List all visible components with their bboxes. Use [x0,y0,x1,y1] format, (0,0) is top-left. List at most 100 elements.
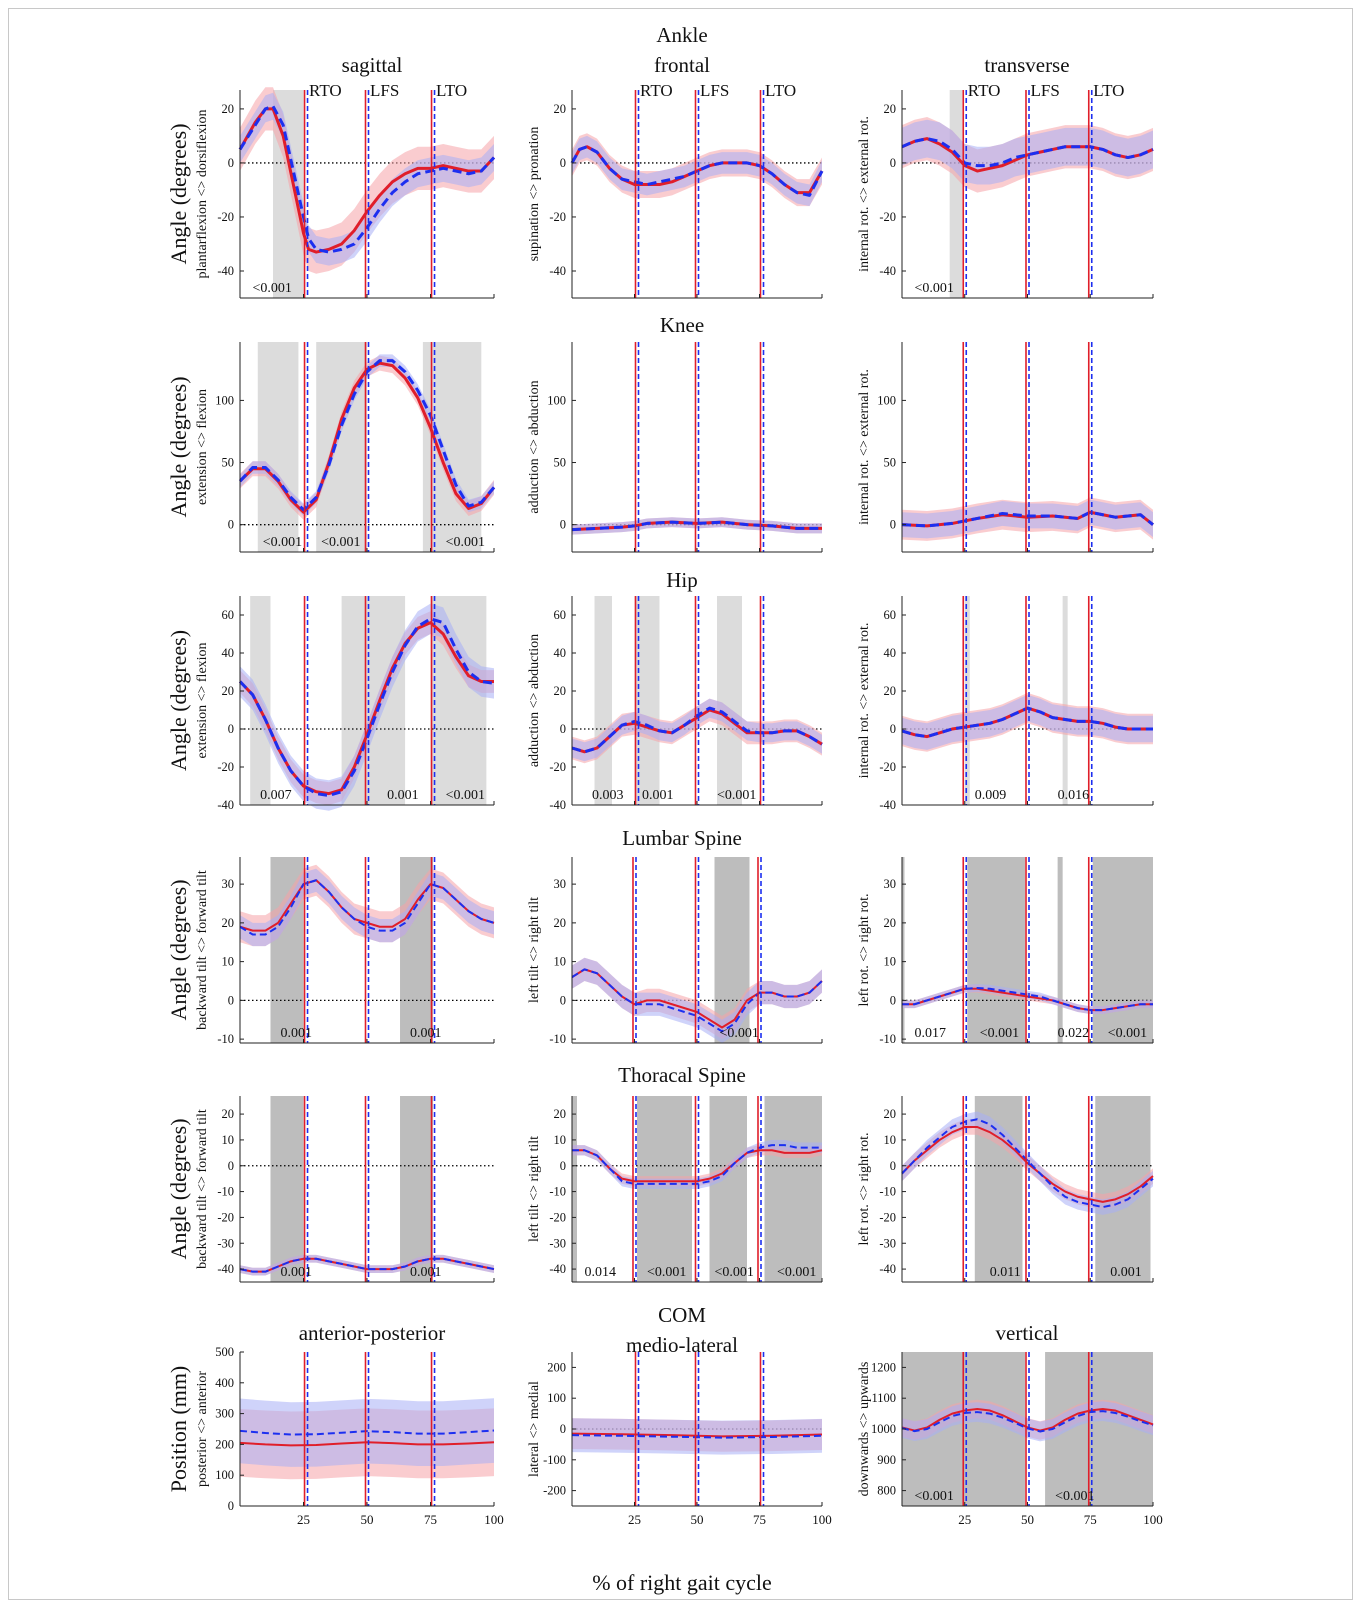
y-tick-label: 20 [222,1107,235,1121]
p-value-label: <0.001 [253,281,292,296]
y-tick-label: 50 [222,456,235,470]
series-line-red [901,1126,1154,1203]
y-axis-label: internal rot. <> external rot. [857,369,872,525]
y-tick-label: 100 [547,393,566,407]
plane-subtitle-frontal: frontal [654,53,710,77]
y-tick-label: -40 [879,264,896,278]
series-band-blue [240,1398,494,1467]
series-line-red [238,107,496,254]
y-tick-label: -40 [879,798,896,812]
y-axis-main-label: Position (mm) [166,1366,191,1493]
y-tick-label: 50 [884,456,897,470]
y-tick-label: 10 [554,955,567,969]
series-line-red [571,1432,823,1438]
p-value-label: 0.001 [410,1026,442,1041]
p-value-label: 0.001 [280,1026,312,1041]
y-axis-label: left rot. <> right rot. [857,1133,872,1246]
p-value-label: 0.001 [280,1265,312,1280]
y-tick-label: 1100 [871,1391,896,1405]
y-axis-label: plantarflexion <> dorsiflexion [195,110,210,279]
panel-knee-frontal: 0 50 100 adduction <> abduction [527,342,823,553]
y-tick-label: -20 [549,210,566,224]
y-tick-label: 20 [222,916,235,930]
y-tick-label: 10 [222,1133,235,1147]
p-value-label: <0.001 [1055,1489,1094,1504]
y-tick-label: 0 [228,156,234,170]
p-value-label: <0.001 [647,1265,686,1280]
p-value-label: <0.001 [715,1265,754,1280]
y-tick-label: 900 [877,1453,896,1467]
y-axis-label: posterior <> anterior [195,1371,210,1487]
y-axis-label: internal rot. <> external rot. [857,116,872,272]
y-tick-label: -30 [879,1236,896,1250]
y-tick-label: 10 [884,955,897,969]
y-tick-label: 0 [560,993,566,1007]
y-tick-label: 50 [554,456,567,470]
y-tick-label: 20 [884,102,897,116]
event-label: LFS [700,81,729,100]
y-tick-label: 10 [884,1133,897,1147]
y-tick-label: 100 [877,393,896,407]
p-value-label: 0.016 [1058,788,1090,803]
event-label: RTO [968,81,1001,100]
y-tick-label: 1200 [871,1360,896,1374]
y-tick-label: -100 [543,1453,566,1467]
y-tick-label: 0 [228,993,234,1007]
significance-region [257,342,299,552]
y-tick-label: 500 [215,1345,234,1359]
panel-lumbar-sagittal: -10 0 10 20 30 0.001 0.001 backward tilt <> for… [166,857,495,1046]
series-band-blue [902,984,1153,1014]
x-tick-label: 100 [812,1512,832,1527]
y-axis-main-label: Angle (degrees) [166,123,191,264]
y-tick-label: 100 [547,1391,566,1405]
group-header-knee: Knee [660,313,704,337]
y-tick-label: -40 [549,264,566,278]
panel-ankle-sagittal: RTO LFS LTO -40 -20 0 20 <0.001 plantarflexion <… [166,81,496,299]
y-tick-label: 100 [215,1468,234,1482]
series-line-red [901,137,1154,173]
y-tick-label: -20 [217,210,234,224]
y-tick-label: 0 [890,722,896,736]
p-value-label: <0.001 [717,788,756,803]
series-line-blue [901,137,1154,168]
series-line-blue [902,986,1153,1012]
x-tick-label: 75 [424,1512,437,1527]
y-tick-label: 40 [884,646,897,660]
p-value-label: <0.001 [1108,1026,1147,1041]
significance-region [709,1096,747,1282]
panel-thoracic-transverse: -40 -30 -20 -10 0 10 20 0.011 0.001 left rot. <> … [857,1096,1154,1283]
x-tick-label: 25 [628,1512,641,1527]
series-band-blue [572,957,822,1043]
y-tick-label: -40 [217,264,234,278]
series-line-blue [570,145,824,197]
series-band-blue [240,354,494,516]
y-tick-label: -30 [217,1236,234,1250]
x-axis-label: % of right gait cycle [592,1570,772,1595]
y-axis-label: extension <> flexion [195,642,210,758]
y-tick-label: 40 [554,646,567,660]
significance-region [717,596,742,805]
y-tick-label: -10 [879,1185,896,1199]
series-band-blue [240,868,494,947]
p-value-label: 0.017 [915,1026,947,1041]
significance-region [594,596,612,805]
x-tick-label: 50 [1021,1512,1034,1527]
significance-region [967,857,1025,1043]
group-header-lumbar: Lumbar Spine [622,826,742,850]
y-axis-label: downwards <> upwards [857,1362,872,1497]
panel-com-ap: 0 100 200 300 400 500 25 50 75 100 posterior <> an… [166,1345,504,1527]
y-tick-label: 0 [228,1159,234,1173]
y-tick-label: -20 [879,210,896,224]
y-tick-label: 0 [890,518,896,532]
y-tick-label: 20 [554,916,567,930]
y-tick-label: -200 [543,1484,566,1498]
y-tick-label: 40 [222,646,235,660]
y-tick-label: 0 [228,1499,234,1513]
panel-hip-frontal: -40 -20 0 20 40 60 0.003 0.001 <0.001 adduction <… [527,596,823,812]
event-label: LTO [436,81,467,100]
y-tick-label: -40 [217,1262,234,1276]
y-tick-label: -10 [879,1032,896,1046]
y-tick-label: 1000 [871,1422,896,1436]
y-tick-label: 200 [547,1360,566,1374]
